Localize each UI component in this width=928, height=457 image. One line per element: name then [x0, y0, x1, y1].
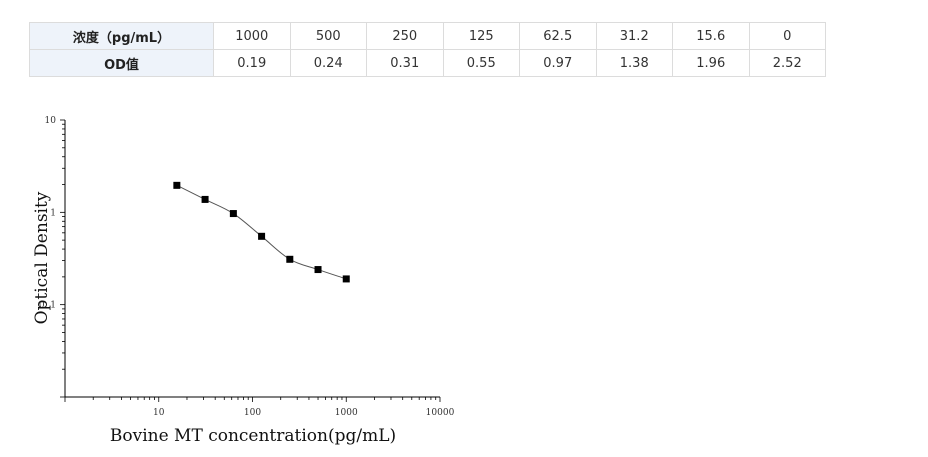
table-cell: 1000	[213, 22, 291, 50]
data-point	[173, 181, 181, 189]
row-header: 浓度（pg/mL）	[29, 22, 214, 50]
table-cell: 0.97	[519, 49, 597, 77]
y-tick-label: 1	[50, 208, 56, 218]
x-tick-label: 10000	[426, 408, 455, 418]
data-point	[342, 275, 350, 283]
concentration-row: 浓度（pg/mL） 1000 500 250 125 62.5 31.2 15.6 0	[29, 22, 826, 50]
data-point	[229, 210, 237, 218]
data-point	[286, 255, 294, 263]
table-cell: 2.52	[748, 49, 826, 77]
table-cell: 62.5	[519, 22, 597, 50]
data-point	[314, 266, 322, 274]
y-tick-label: 0. 1	[39, 301, 56, 311]
axes	[64, 120, 440, 398]
tick-labels: 10 100 1000 10000 10 1 0. 1	[39, 116, 455, 418]
table-cell: 31.2	[595, 22, 673, 50]
data-point	[201, 195, 209, 203]
table-cell: 0.24	[289, 49, 367, 77]
data-point	[258, 232, 266, 240]
table-cell: 0.31	[366, 49, 444, 77]
y-tick-label: 10	[45, 116, 57, 126]
x-axis-title: Bovine MT concentration(pg/mL)	[110, 426, 396, 446]
table-cell: 15.6	[672, 22, 750, 50]
x-tick-label: 10	[153, 408, 165, 418]
table-cell: 1.96	[672, 49, 750, 77]
table-cell: 125	[442, 22, 520, 50]
standard-curve-chart: 10 100 1000 10000 10 1 0. 1 Bovine MT concentr…	[32, 116, 455, 446]
table-cell: 1.38	[595, 49, 673, 77]
row-header: OD值	[29, 49, 214, 77]
table-cell: 0.19	[213, 49, 291, 77]
od-row: OD值 0.19 0.24 0.31 0.55 0.97 1.38 1.96 2.52	[29, 49, 826, 77]
data-points	[173, 181, 350, 283]
table-cell: 0.55	[442, 49, 520, 77]
table-cell: 500	[289, 22, 367, 50]
table-cell: 0	[748, 22, 826, 50]
y-axis-title: Optical Density	[32, 191, 52, 324]
ticks	[60, 119, 441, 402]
standard-curve-table: 浓度（pg/mL） 1000 500 250 125 62.5 31.2 15.6 0 OD值 0.…	[29, 22, 826, 77]
x-tick-label: 1000	[335, 408, 358, 418]
x-tick-label: 100	[244, 408, 261, 418]
table-cell: 250	[366, 22, 444, 50]
